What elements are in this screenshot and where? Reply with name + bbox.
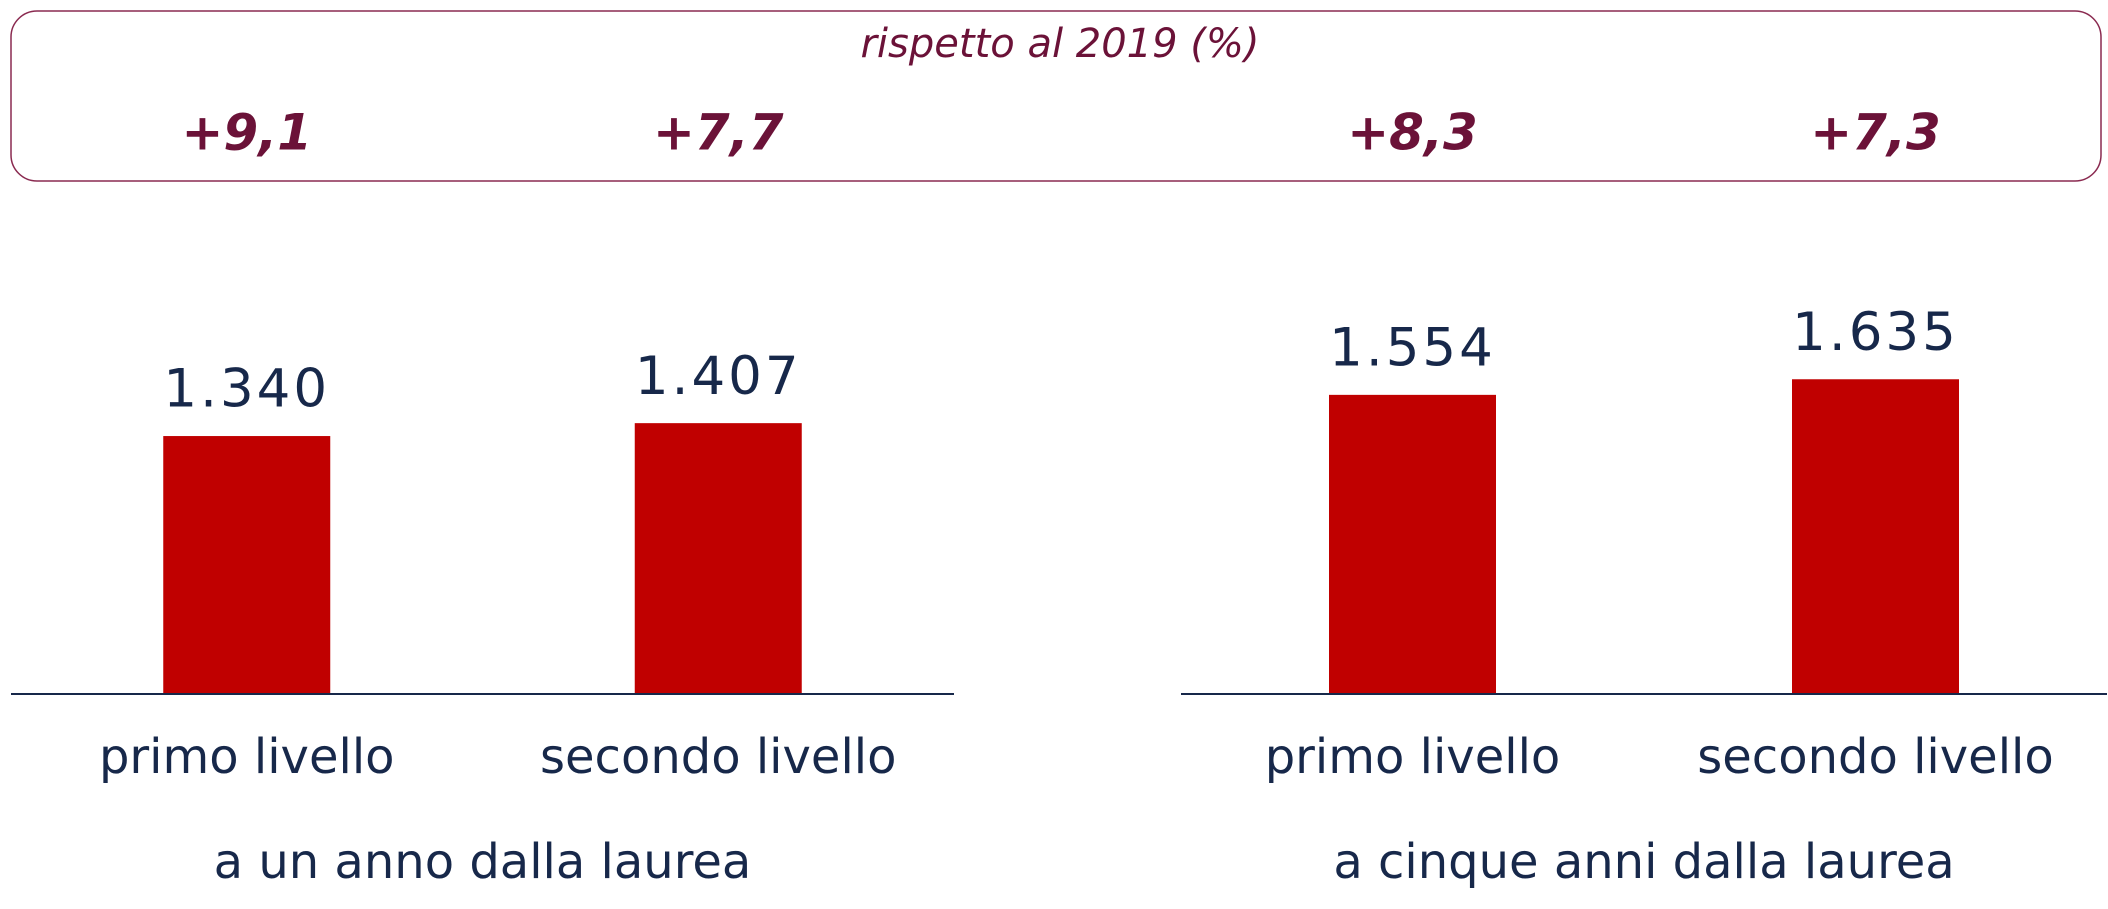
- value-label: 1.554: [1329, 317, 1496, 378]
- value-label: 1.340: [163, 359, 330, 420]
- change-label: +8,3: [1347, 104, 1477, 162]
- x-tick-label: primo livello: [1265, 729, 1561, 785]
- x-tick-label: primo livello: [99, 729, 395, 785]
- change-label: +7,3: [1810, 104, 1940, 162]
- group-label: a un anno dalla laurea: [214, 834, 752, 890]
- bar: [1792, 379, 1959, 694]
- bar: [163, 436, 331, 694]
- x-tick-label: secondo livello: [540, 729, 896, 785]
- bar: [634, 423, 802, 694]
- x-tick-label: secondo livello: [1697, 729, 2053, 785]
- change-label: +9,1: [182, 104, 312, 162]
- header-box: [10, 10, 2102, 182]
- change-label: +7,7: [653, 104, 784, 162]
- group-label: a cinque anni dalla laurea: [1333, 834, 1954, 890]
- value-label: 1.407: [635, 346, 802, 407]
- header-title: rispetto al 2019 (%): [860, 21, 1259, 67]
- value-label: 1.635: [1792, 302, 1959, 363]
- bar: [1329, 394, 1496, 694]
